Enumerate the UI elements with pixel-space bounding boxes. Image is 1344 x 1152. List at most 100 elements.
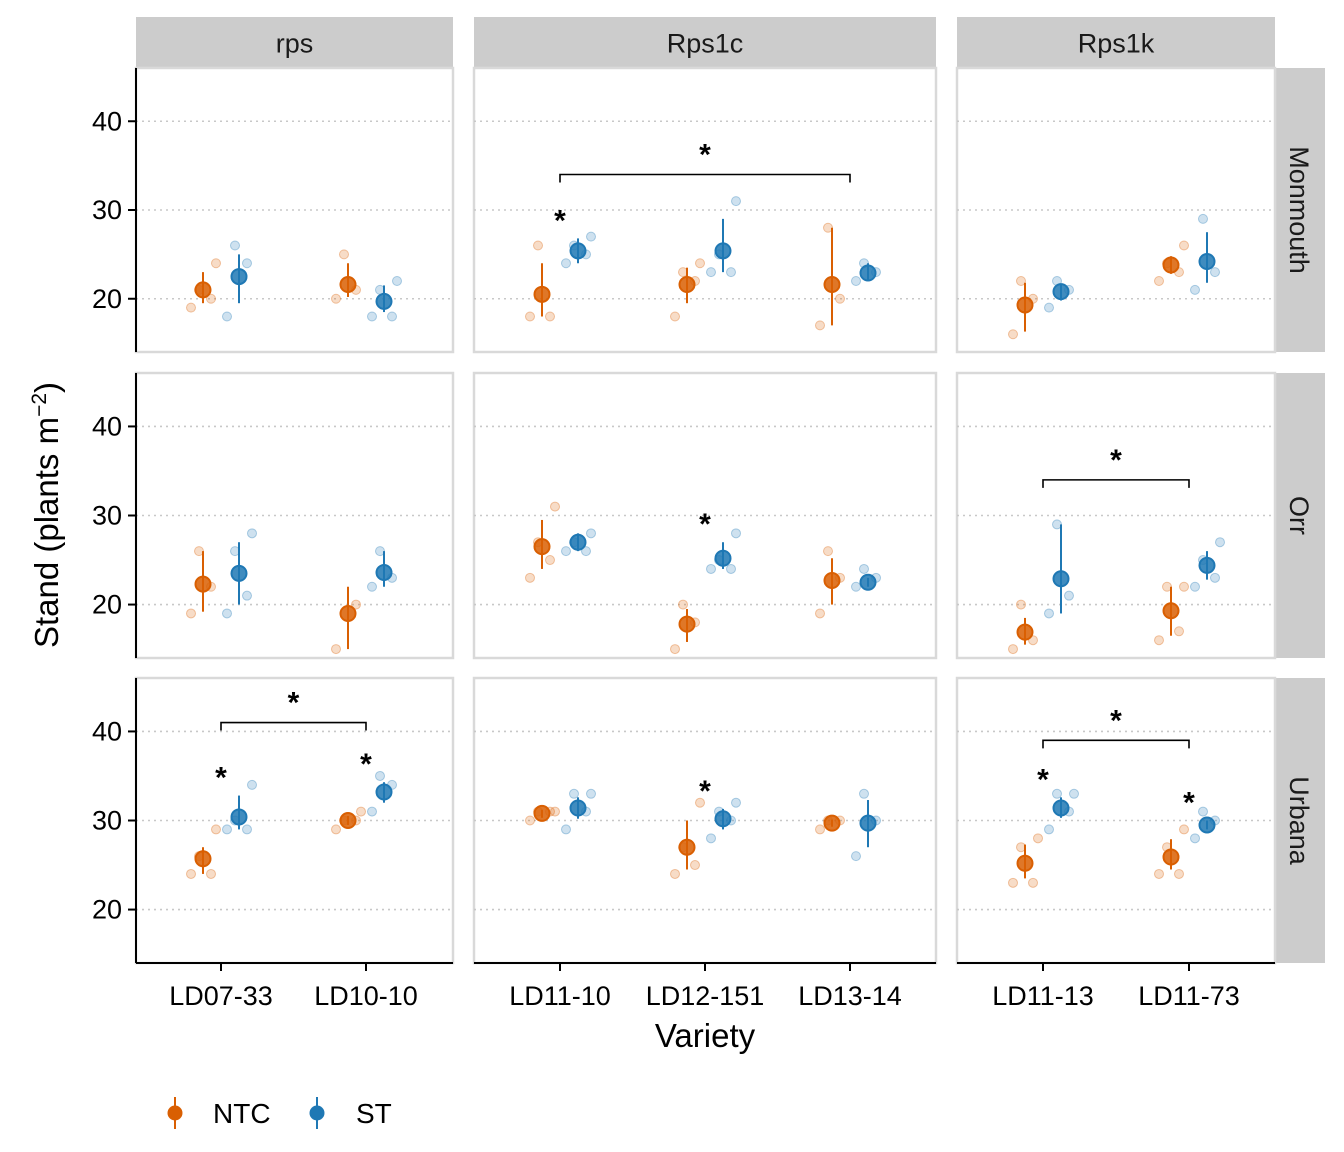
raw-point-st — [1190, 284, 1200, 295]
mean-point-ld10-10-ntc — [339, 276, 357, 294]
panel-orr-rps1c: * — [472, 371, 938, 660]
row-strip-monmouth — [1275, 68, 1325, 352]
x-tick-label-ld13-14: LD13-14 — [798, 981, 902, 1011]
y-axis-title-close: ) — [28, 382, 65, 393]
raw-point-st — [561, 824, 571, 835]
mean-point-ld13-14-st — [859, 573, 877, 591]
raw-point-st — [859, 563, 869, 574]
panel-border — [134, 676, 455, 965]
y-axis-title: Stand (plants m−2) — [28, 382, 65, 648]
raw-point-st — [1190, 581, 1200, 592]
y-axis-title-main: Stand (plants m — [28, 417, 65, 648]
column-strip-label-rps: rps — [276, 29, 314, 59]
x-tick-label-ld11-13: LD11-13 — [992, 981, 1094, 1011]
mean-point-ld07-33-st — [230, 564, 248, 582]
raw-point-st — [222, 608, 232, 619]
raw-point-ntc — [1028, 877, 1038, 888]
column-strip-label-rps1k: Rps1k — [1078, 29, 1155, 59]
mean-point-ld07-33-ntc — [194, 575, 212, 593]
raw-point-ntc — [1016, 599, 1026, 610]
raw-point-ntc — [823, 546, 833, 557]
panel-monmouth-rps1c: ** — [472, 66, 938, 354]
mean-point-ld11-10-st — [569, 242, 587, 260]
legend-label-st: ST — [356, 1098, 392, 1129]
panels-layer: rps Rps1c Rps1kMonmouthOrrUrbana203040**20… — [92, 17, 1325, 1011]
significance-star: * — [1037, 763, 1049, 796]
y-tick-label: 30 — [92, 501, 122, 531]
mean-point-ld10-10-st — [375, 564, 393, 581]
raw-point-ntc — [550, 501, 560, 512]
mean-point-ld10-10-st — [375, 783, 393, 801]
raw-point-st — [1052, 788, 1062, 799]
mean-point-ld12-151-ntc — [678, 615, 696, 633]
panel-urbana-rps1k: LD11-13 LD11-73 * * * — [955, 676, 1277, 1011]
significance-star: * — [699, 775, 711, 808]
raw-point-ntc — [331, 644, 341, 655]
legend-key-st — [309, 1097, 325, 1129]
raw-point-st — [731, 528, 741, 539]
raw-point-st — [1210, 267, 1220, 278]
significance-star: * — [554, 204, 566, 237]
comparison-bracket — [1042, 479, 1190, 488]
svg-text:Stand (plants m−2): Stand (plants m−2) — [28, 382, 65, 648]
raw-point-st — [581, 546, 591, 557]
raw-point-ntc — [1154, 868, 1164, 879]
raw-point-st — [726, 267, 736, 278]
raw-point-ntc — [1174, 868, 1184, 879]
mean-point-ld12-151-st — [714, 810, 732, 828]
mean-point-ld13-14-st — [859, 814, 877, 832]
panel-urbana-rps: 20 30 40 LD07-33 LD10-10 * * * — [92, 676, 455, 1011]
column-strip-rps1k — [957, 17, 1275, 68]
raw-point-st — [242, 258, 252, 269]
mean-point-ld11-10-ntc — [533, 804, 551, 822]
raw-point-st — [851, 851, 861, 862]
raw-point-ntc — [1154, 276, 1164, 286]
panel-monmouth-rps1k — [955, 66, 1277, 354]
raw-point-st — [586, 231, 596, 242]
raw-point-st — [726, 563, 736, 574]
raw-point-st — [367, 806, 377, 817]
raw-point-ntc — [550, 806, 560, 817]
raw-point-ntc — [206, 868, 216, 879]
mean-point-ld11-13-ntc — [1016, 296, 1034, 314]
row-strip-orr — [1275, 373, 1325, 658]
mean-point-ld07-33-st — [230, 808, 248, 826]
mean-point-ld07-33-st — [230, 268, 248, 286]
raw-point-ntc — [1179, 581, 1189, 592]
mean-point-ld11-73-ntc — [1162, 602, 1180, 620]
raw-point-st — [569, 788, 579, 799]
bracket-star: * — [699, 139, 711, 172]
raw-point-ntc — [545, 555, 555, 566]
column-strip-rps — [136, 17, 453, 68]
x-tick-label-ld11-73: LD11-73 — [1138, 981, 1240, 1011]
legend-key-ntc — [167, 1097, 183, 1129]
raw-point-st — [247, 779, 257, 790]
y-tick-label: 30 — [92, 806, 122, 836]
raw-point-ntc — [1008, 877, 1018, 888]
raw-point-st — [851, 276, 861, 286]
y-tick-label: 20 — [92, 284, 122, 314]
raw-point-st — [561, 258, 571, 269]
raw-point-ntc — [525, 311, 535, 322]
mean-point-ld11-13-ntc — [1016, 623, 1034, 641]
raw-point-st — [859, 788, 869, 799]
comparison-bracket — [559, 173, 851, 183]
raw-point-ntc — [835, 293, 845, 304]
raw-point-ntc — [356, 806, 366, 817]
raw-point-st — [706, 267, 716, 278]
raw-point-ntc — [211, 258, 221, 269]
raw-point-st — [247, 528, 257, 539]
raw-point-ntc — [815, 608, 825, 619]
panel-border — [134, 371, 455, 660]
raw-point-st — [586, 788, 596, 799]
panel-urbana-rps1c: LD11-10 LD12-151 LD13-14 * — [472, 676, 938, 1011]
raw-point-st — [242, 590, 252, 601]
mean-point-ld12-151-ntc — [678, 276, 696, 294]
raw-point-st — [230, 240, 240, 251]
panel-orr-rps: 20 30 40 — [92, 371, 455, 660]
raw-point-st — [561, 546, 571, 557]
row-strip-label-orr: Orr — [1284, 496, 1314, 535]
y-tick-label: 40 — [92, 716, 122, 746]
legend: NTC ST — [167, 1097, 392, 1129]
